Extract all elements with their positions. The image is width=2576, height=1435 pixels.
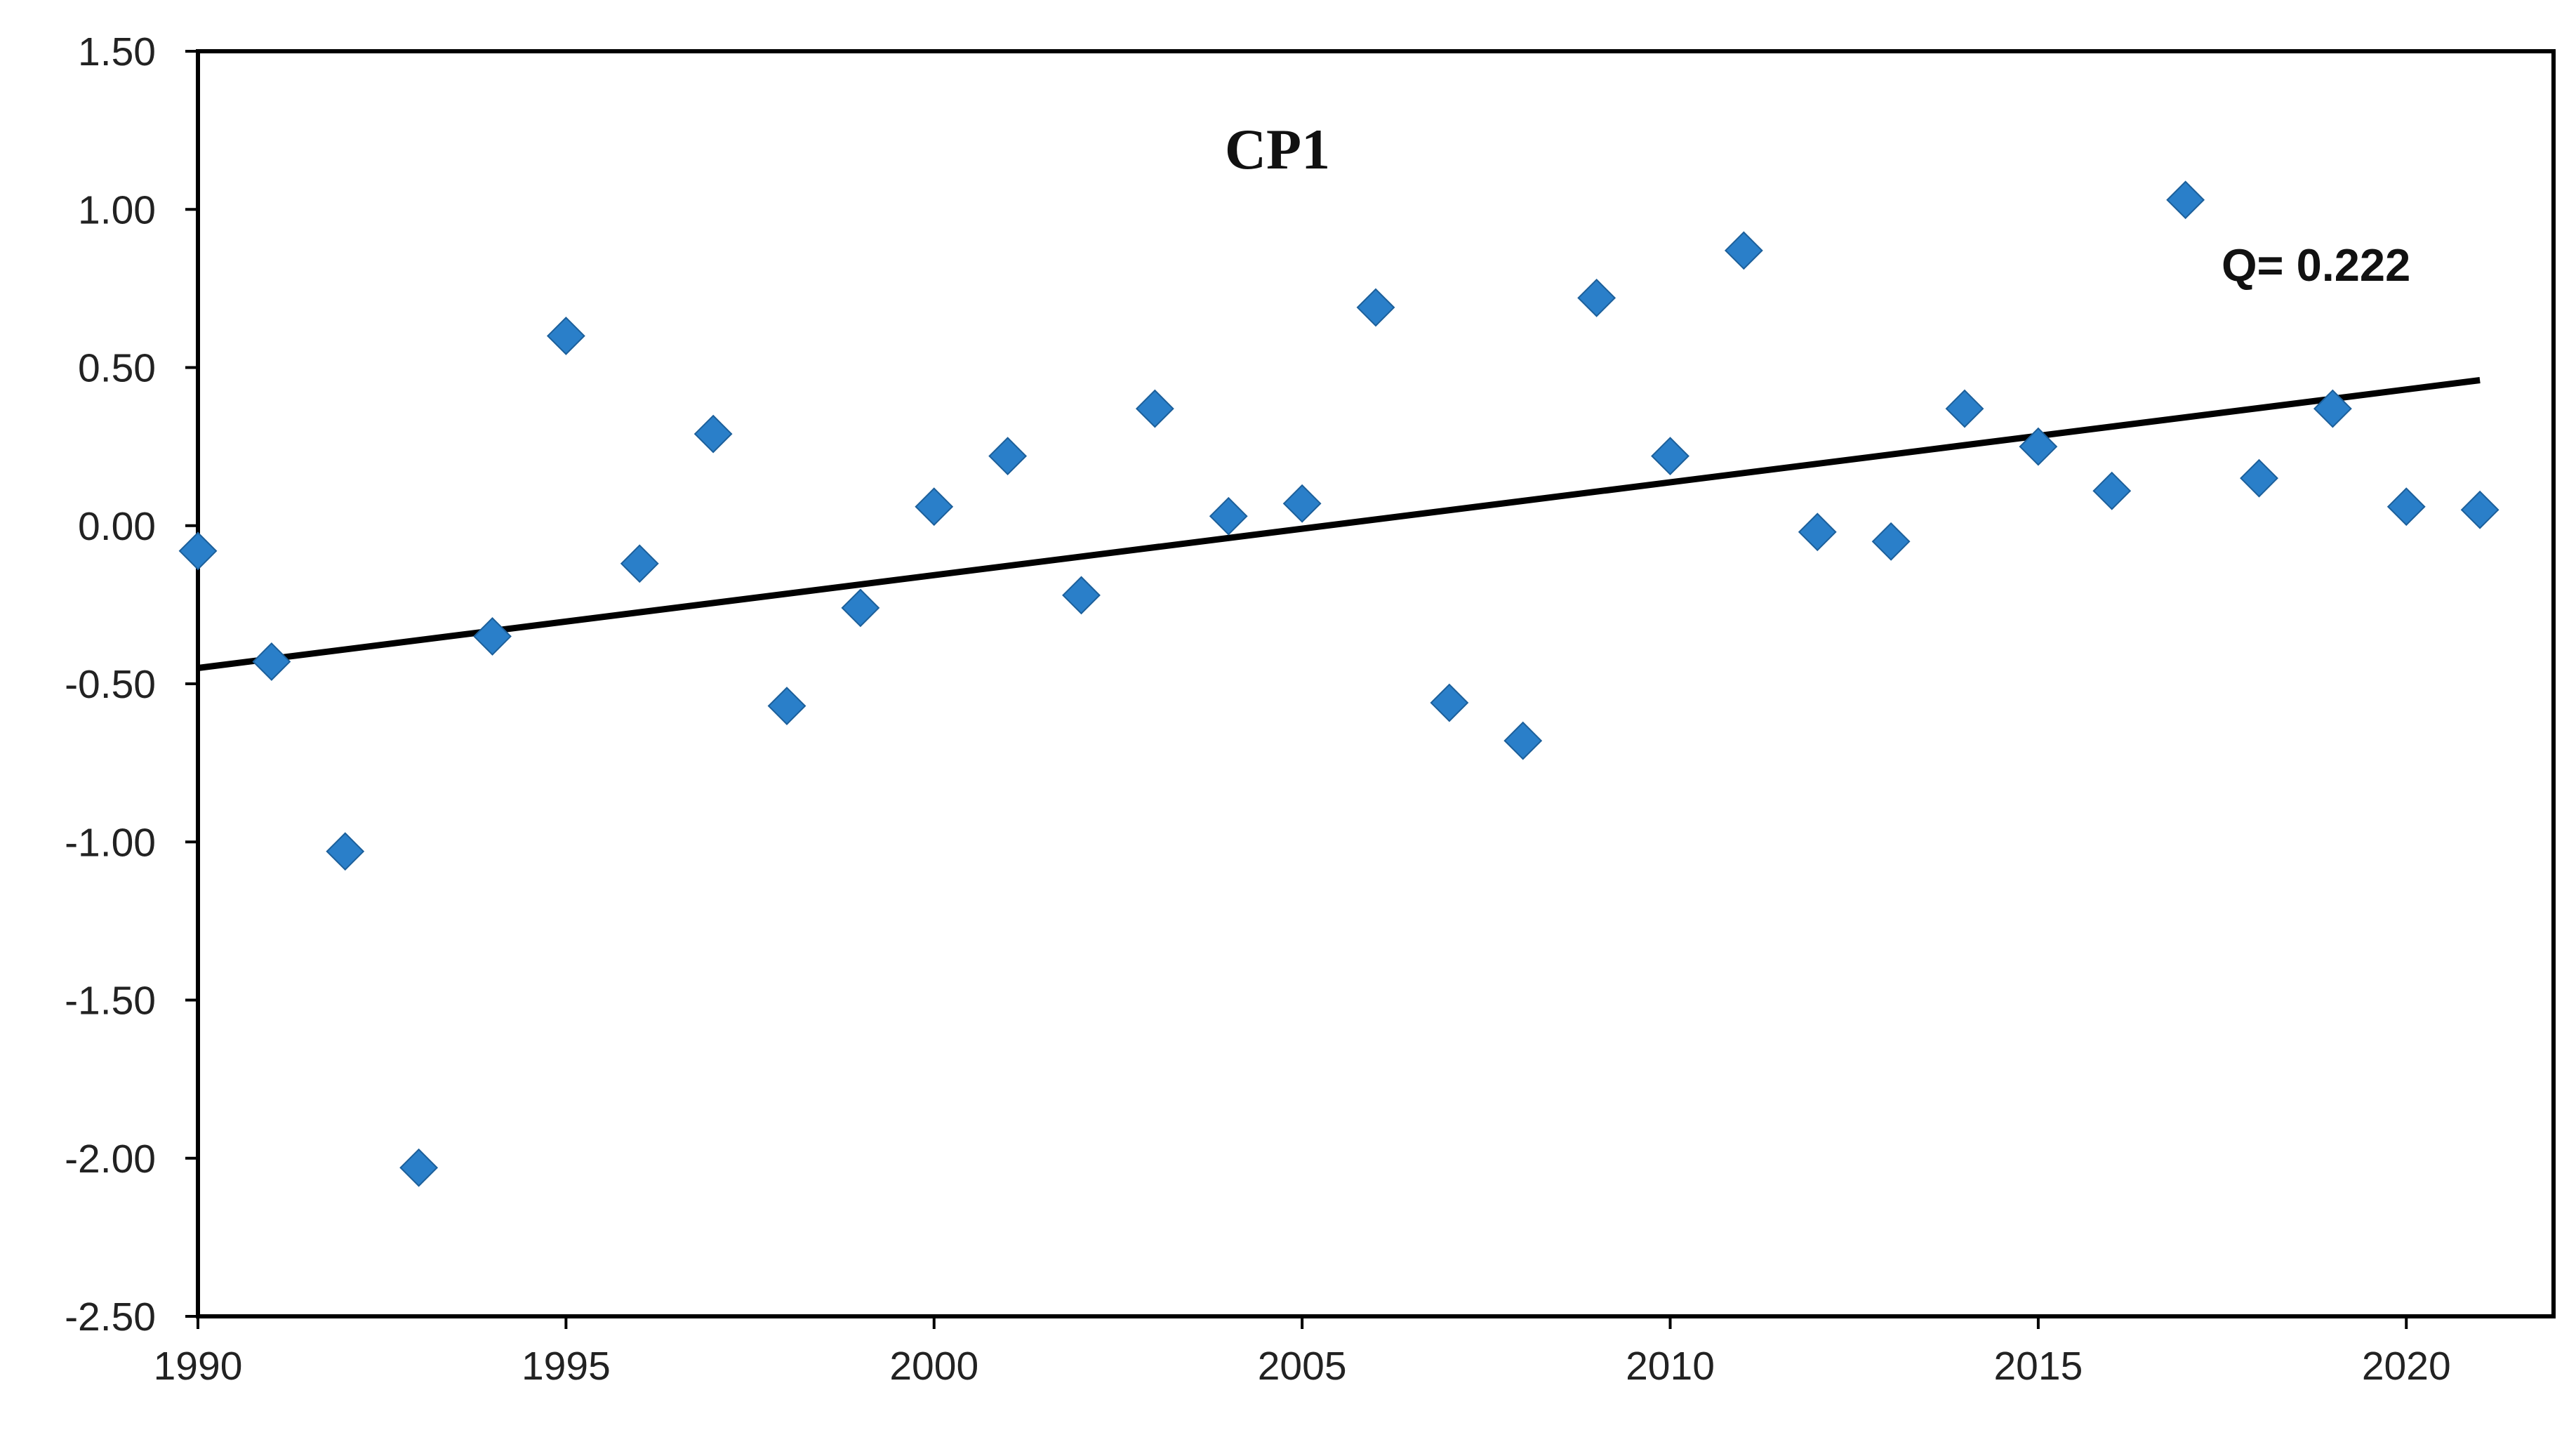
x-tick-label: 2010 [1626, 1344, 1715, 1389]
data-point [1798, 512, 1837, 552]
data-point [178, 531, 218, 571]
data-point [915, 487, 954, 527]
data-point [1135, 389, 1174, 428]
y-tick-label: 1.00 [78, 187, 156, 232]
y-tick-label: 1.50 [78, 29, 156, 74]
data-point [1062, 576, 1101, 615]
data-point [1282, 484, 1322, 523]
data-point [2166, 180, 2205, 220]
data-point [693, 414, 733, 454]
data-point [2313, 389, 2352, 428]
data-point [2240, 458, 2278, 498]
data-point [2019, 427, 2058, 466]
data-point [252, 642, 291, 681]
data-point [1724, 231, 1763, 270]
data-point [1430, 683, 1469, 722]
chart-title: CP1 [1225, 117, 1330, 181]
data-point [1503, 721, 1543, 760]
y-tick-label: -2.00 [65, 1137, 156, 1182]
y-tick-label: -1.50 [65, 979, 156, 1024]
data-point [1651, 437, 1689, 476]
y-axis-ticks: 1.50 1.00 0.50 0.00 -0.50 -1.00 -1.50 -2.00 -2.5… [65, 29, 198, 1340]
trend-annotation: Q= 0.222 [2222, 239, 2410, 291]
data-point [2092, 471, 2132, 510]
y-tick-label: 0.00 [78, 504, 156, 549]
data-point [2460, 490, 2499, 529]
data-point [399, 1148, 439, 1187]
data-point [1209, 496, 1248, 536]
y-tick-label: -0.50 [65, 662, 156, 707]
data-point [326, 832, 365, 871]
x-tick-label: 2005 [1258, 1344, 1347, 1389]
x-tick-label: 2000 [889, 1344, 978, 1389]
x-tick-label: 1995 [522, 1344, 611, 1389]
data-point [841, 588, 880, 628]
y-tick-label: -1.00 [65, 820, 156, 865]
data-points [178, 180, 2499, 1187]
y-tick-label: -2.50 [65, 1295, 156, 1340]
data-point [1945, 389, 1984, 428]
data-point [1577, 278, 1616, 317]
data-point [546, 317, 585, 355]
data-point [767, 687, 806, 725]
x-tick-label: 2015 [1993, 1344, 2083, 1389]
y-tick-label: 0.50 [78, 346, 156, 391]
trend-line [197, 377, 2481, 671]
x-axis-ticks: 1990 1995 2000 2005 2010 2015 2020 [154, 1316, 2451, 1389]
plot-area [196, 49, 2556, 1318]
data-point [1356, 288, 1395, 327]
data-point [620, 544, 659, 583]
data-point [988, 437, 1028, 476]
x-tick-label: 2020 [2362, 1344, 2451, 1389]
data-point [473, 617, 512, 656]
data-point [1871, 522, 1911, 561]
data-point [2386, 487, 2426, 527]
x-tick-label: 1990 [154, 1344, 243, 1389]
